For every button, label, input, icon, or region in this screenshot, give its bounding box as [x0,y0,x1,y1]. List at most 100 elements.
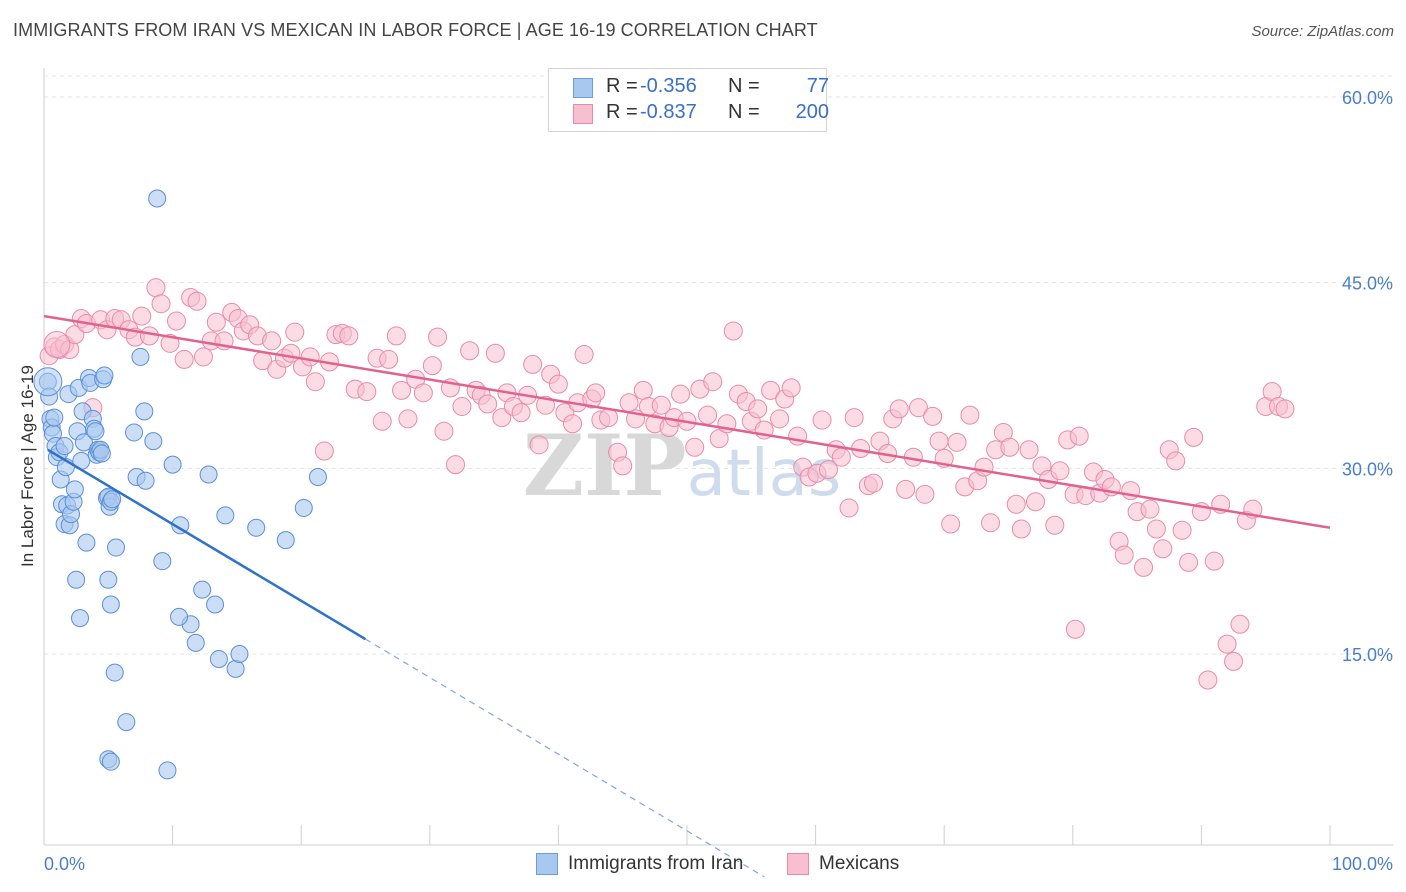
mexicans-point [1006,494,1026,514]
mexicans-point [132,306,152,326]
iran-point [86,422,105,441]
mexicans-point [372,411,392,431]
mexicans-point [574,344,594,364]
mexicans-point [285,322,305,342]
y-tick-label: 15.0% [1342,645,1393,665]
legend-n-value: 77 [806,75,829,97]
mexicans-point [413,383,433,403]
mexicans-point [357,382,377,402]
iran-point [101,595,120,614]
mexicans-point [428,327,448,347]
mexicans-point [300,347,320,367]
mexicans-point [548,374,568,394]
mexicans-point [1146,519,1166,539]
iran-point [74,433,93,452]
mexicans-point [941,514,961,534]
legend-n-value: 200 [795,101,829,123]
mexicans-point [398,409,418,429]
y-tick-label: 30.0% [1342,459,1393,479]
mexicans-point [529,435,549,455]
mexicans-point [770,409,790,429]
iran-point [95,366,114,385]
mexicans-point [831,447,851,467]
legend-n-label: N = [728,101,760,123]
iran-point [171,516,190,535]
mexicans-series [39,278,1295,690]
mexicans-point [1050,461,1070,481]
mexicans-point [478,394,498,414]
mexicans-point [1230,614,1250,634]
legend-r-value: -0.837 [640,101,697,123]
mexicans-point [1179,552,1199,572]
mexicans-point [1011,519,1031,539]
iran-point [117,713,136,732]
mexicans-point [492,408,512,428]
x-tick-label: 0.0% [44,854,85,874]
mexicans-point [633,380,653,400]
iran-point [308,467,327,486]
mexicans-point [166,311,186,331]
mexicans-point [511,403,531,423]
iran-point [45,408,64,427]
mexicans-point [651,395,671,415]
iran-point [77,533,96,552]
mexicans-point [485,343,505,363]
mexicans-point [889,399,909,419]
tick-labels: 15.0% 30.0% 45.0% 60.0% 0.0% 100.0% [44,88,1393,874]
mexicans-point [960,405,980,425]
mexicans-point [1184,427,1204,447]
mexicans-point [446,455,466,475]
x-tick-label: 100.0% [1332,854,1393,874]
mexicans-point [386,326,406,346]
iran-point [65,480,84,499]
iran-point [206,595,225,614]
legend-swatch-iran [573,78,593,98]
iran-point [107,538,126,557]
mexicans-point [839,498,859,518]
y-axis-label: In Labor Force | Age 16-19 [18,365,37,567]
mexicans-point [193,347,213,367]
mexicans-point [613,456,633,476]
iran-point [99,570,118,589]
mexicans-point [1114,545,1134,565]
mexicans-point [703,372,723,392]
y-tick-label: 45.0% [1342,274,1393,294]
iran-series [33,189,327,780]
mexicans-point [452,396,472,416]
mexicans-point [536,395,556,415]
mexicans-point [1000,437,1020,457]
mexicans-point [947,432,967,452]
mexicans-point [1153,539,1173,559]
bottom-legend-swatch-mexicans [787,853,809,875]
mexicans-point [434,421,454,441]
mexicans-point [262,331,282,351]
mexicans-point [723,321,743,341]
iran-point [101,752,120,771]
iran-point [230,645,249,663]
legend-n-label: N = [728,75,760,97]
chart-title: IMMIGRANTS FROM IRAN VS MEXICAN IN LABOR… [13,20,818,40]
mexicans-point [863,473,883,493]
trend-lines [43,314,1331,878]
mexicans-point [1069,426,1089,446]
iran-trend-extension [365,638,765,878]
mexicans-point [980,513,1000,533]
mexicans-point [781,378,801,398]
iran-point [226,659,245,678]
bottom-legend-swatch-iran [536,853,558,875]
mexicans-point [460,341,480,361]
mexicans-point [671,384,691,404]
mexicans-point [1204,551,1224,571]
mexicans-point [1217,634,1237,654]
iran-point [136,471,155,490]
mexicans-point [1275,399,1295,419]
iran-point [131,347,150,366]
iran-trend-line [47,448,367,641]
mexicans-trend-line [43,314,1331,529]
mexicans-point [206,312,226,332]
mexicans-point [619,393,639,413]
mexicans-point [1134,557,1154,577]
mexicans-point [1140,499,1160,519]
mexicans-point [1166,451,1186,471]
